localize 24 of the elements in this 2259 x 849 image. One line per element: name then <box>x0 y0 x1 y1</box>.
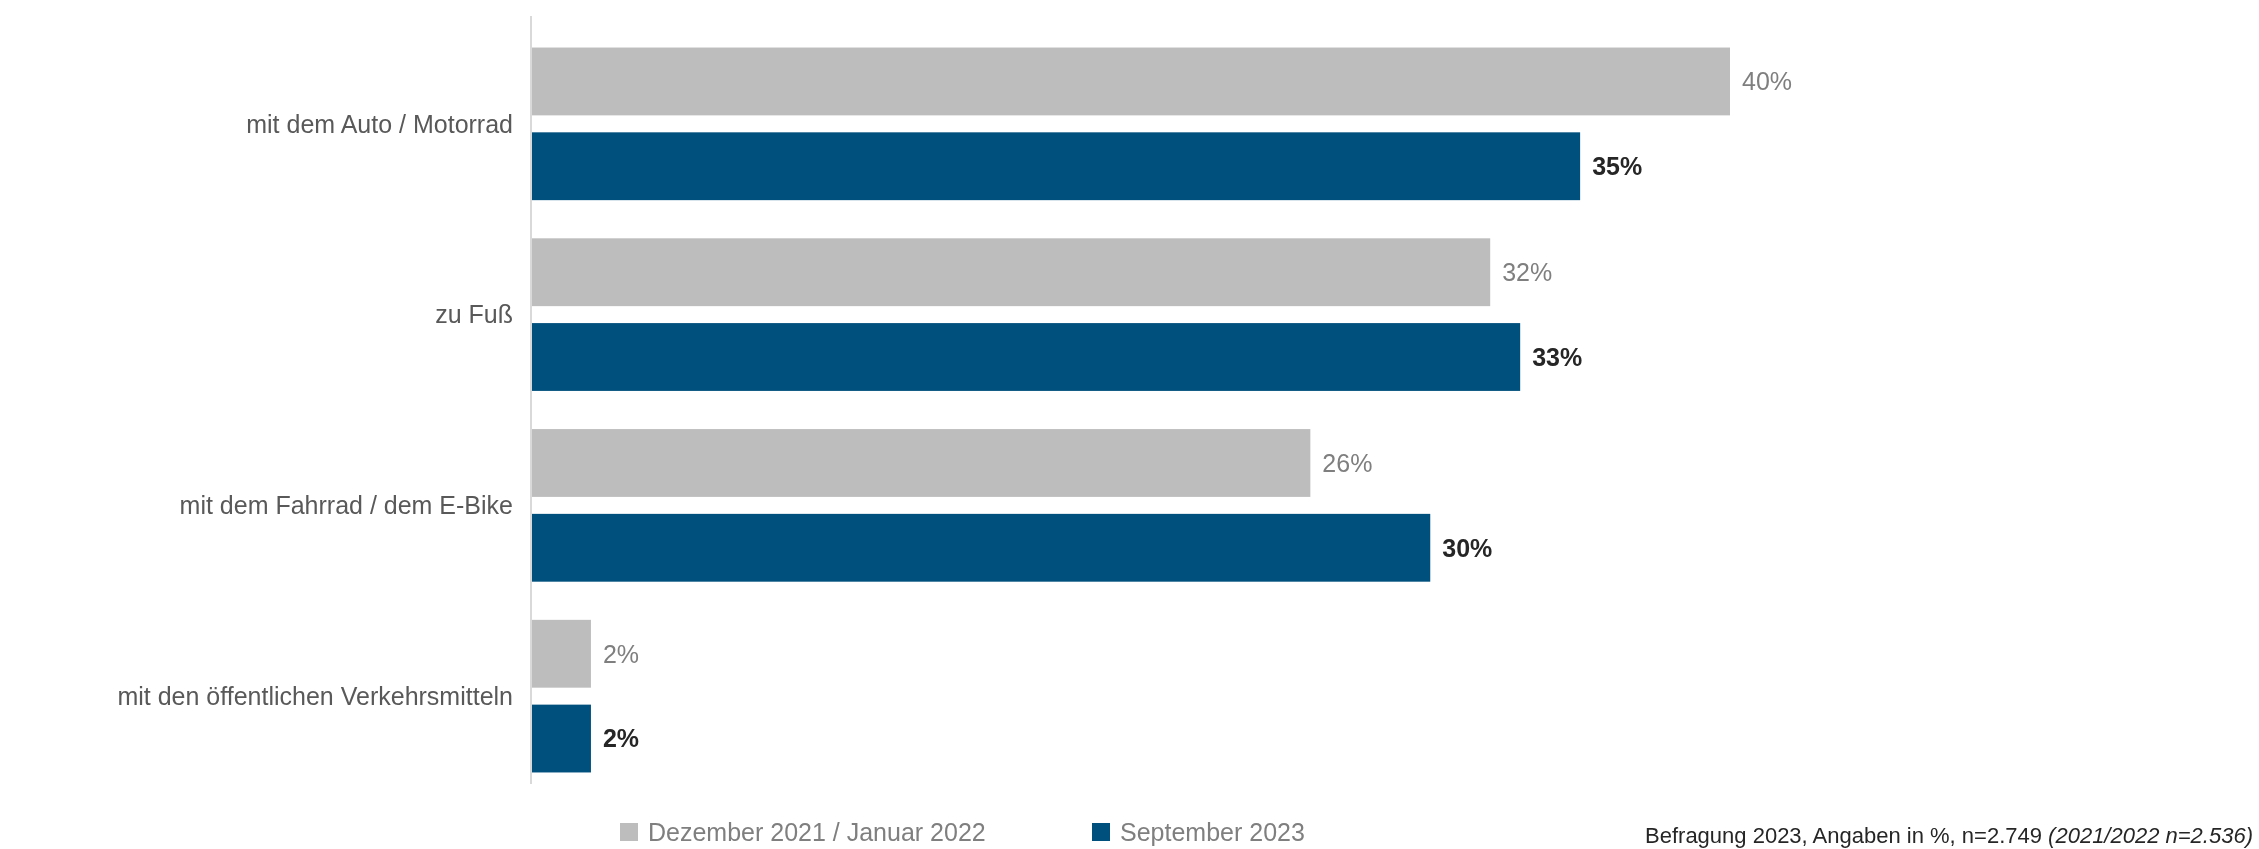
data-label: 2% <box>602 639 640 668</box>
bar <box>531 323 1521 391</box>
bar <box>531 429 1311 497</box>
bar <box>531 132 1581 201</box>
data-label: 40% <box>1742 67 1793 96</box>
data-label: 26% <box>1322 448 1373 477</box>
bar <box>531 704 591 773</box>
text: (2021/2022 n=2.536) <box>2041 823 2253 848</box>
data-label: 35% <box>1592 151 1643 180</box>
data-label: 2% <box>602 724 640 753</box>
data-label: 32% <box>1502 257 1553 286</box>
legend-label: September 2023 <box>1120 817 1305 846</box>
data-label: 33% <box>1532 342 1583 371</box>
y-tick-label: mit dem Fahrrad / dem E-Bike <box>179 491 513 520</box>
legend-label: Dezember 2021 / Januar 2022 <box>648 817 986 846</box>
y-tick-label: zu Fuß <box>435 300 513 329</box>
bar <box>531 47 1730 116</box>
bar <box>531 619 591 688</box>
y-tick-label: mit dem Auto / Motorrad <box>246 109 513 138</box>
bar <box>531 238 1491 307</box>
data-label: 30% <box>1442 533 1493 562</box>
y-tick-label: mit den öffentlichen Verkehrsmitteln <box>117 681 513 710</box>
text: Befragung 2023, Angaben in %, n=2.749 <box>1645 823 2042 848</box>
bar <box>531 513 1431 582</box>
